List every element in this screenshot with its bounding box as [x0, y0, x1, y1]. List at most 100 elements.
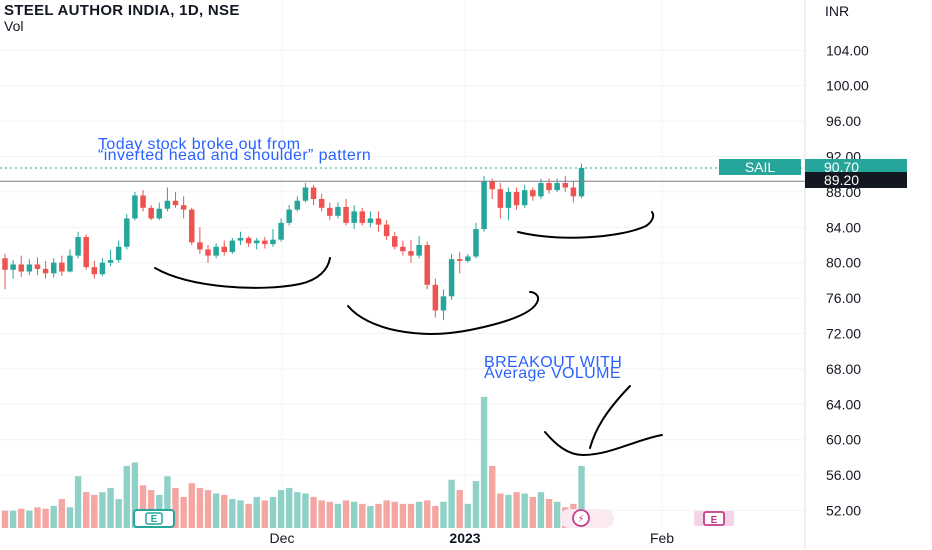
candle-body: [562, 183, 569, 188]
time-tick-label: 2023: [449, 530, 480, 546]
candle-body: [278, 222, 284, 240]
candle-body: [91, 267, 98, 275]
volume-bar: [342, 500, 350, 528]
volume-bar: [578, 465, 585, 528]
volume-bar: [1, 510, 9, 528]
volume-bar: [172, 487, 179, 528]
earnings-upcoming-marker[interactable]: E: [694, 511, 734, 526]
volume-bar: [456, 490, 463, 528]
candle-body: [302, 187, 309, 201]
volume-bar: [513, 492, 520, 528]
candle-body: [10, 264, 16, 270]
price-tick-label: 56.00: [826, 467, 861, 483]
volume-bar: [505, 494, 512, 528]
candle-body: [473, 229, 479, 257]
candle-body: [465, 256, 471, 261]
price-axis[interactable]: 104.00100.0096.0092.0088.0084.0080.0076.…: [826, 42, 869, 518]
volume-bar: [553, 501, 561, 528]
price-tick-label: 76.00: [826, 290, 861, 306]
price-tick-label: 64.00: [826, 396, 861, 412]
candle-body: [213, 246, 219, 256]
candle-body: [245, 237, 252, 244]
pattern-annotation-line2: “inverted head and shoulder” pattern: [98, 147, 372, 164]
volume-bar: [18, 508, 25, 528]
candle-body: [294, 200, 301, 210]
candle-body: [335, 206, 341, 216]
candle-body: [367, 218, 374, 223]
volume-bar: [407, 503, 415, 528]
volume-bar: [359, 503, 366, 528]
volume-arrow-curve: [544, 431, 663, 457]
volume-bar: [480, 396, 488, 528]
candle-body: [530, 190, 536, 197]
candle-body: [83, 237, 89, 268]
volume-bar: [34, 507, 41, 528]
volume-bar: [229, 499, 236, 528]
volume-bar: [302, 493, 309, 528]
volume-bar: [399, 503, 407, 528]
candle-body: [180, 205, 187, 210]
candle-body: [156, 208, 163, 219]
price-tick-label: 96.00: [826, 113, 861, 129]
pattern-annotation-line1: Today stock broke out from: [98, 136, 301, 153]
candle-body: [359, 211, 366, 223]
candle-body: [343, 206, 349, 223]
volume-bar: [115, 499, 122, 528]
volume-bar: [131, 462, 139, 528]
symbol-title[interactable]: STEEL AUTHOR INDIA, 1D, NSE: [4, 2, 240, 19]
volume-bar: [350, 501, 358, 528]
volume-bar: [91, 494, 98, 528]
event-marker-lightning[interactable]: ⚡: [560, 509, 614, 528]
candle-body: [310, 187, 317, 199]
volume-bar: [440, 501, 447, 528]
earnings-marker-label: E: [151, 514, 158, 525]
volume-bar: [497, 493, 504, 528]
candle-body: [164, 200, 171, 209]
candle-body: [432, 284, 439, 311]
candle-body: [521, 190, 528, 206]
candle-body: [67, 255, 73, 272]
candle-body: [229, 240, 236, 253]
time-tick-label: Feb: [650, 530, 674, 546]
volume-bar: [196, 487, 204, 528]
volume-bar: [66, 507, 74, 528]
grid-lines: [0, 0, 805, 530]
time-axis[interactable]: Dec 2023 Feb: [270, 530, 675, 546]
volume-bar: [367, 505, 374, 528]
volume-bar: [74, 476, 82, 528]
volume-bar: [448, 479, 455, 528]
volume-indicator-label[interactable]: Vol: [4, 18, 24, 34]
volume-bar: [326, 501, 333, 528]
volume-bar: [383, 500, 390, 528]
volume-bar: [164, 476, 171, 528]
volume-bar: [269, 496, 277, 528]
volume-bar: [58, 499, 66, 528]
volume-bar: [545, 499, 553, 528]
candle-body: [221, 246, 227, 253]
earnings-marker[interactable]: E: [133, 509, 175, 528]
candle-body: [505, 191, 512, 208]
volume-bar: [415, 501, 423, 528]
volume-bar: [464, 503, 472, 528]
candle-body: [392, 236, 398, 247]
candle-body: [481, 181, 487, 230]
price-tick-label: 52.00: [826, 503, 861, 519]
symbol-price-label[interactable]: SAIL: [719, 159, 801, 175]
volume-bar: [42, 508, 49, 528]
volume-bar: [286, 487, 293, 528]
price-tick-label: 84.00: [826, 219, 861, 235]
volume-bar: [277, 490, 285, 528]
volume-arrow-line: [589, 385, 631, 449]
volume-bar: [83, 492, 90, 528]
currency-label: INR: [825, 3, 850, 19]
candle-body: [400, 246, 406, 252]
volume-bar: [261, 500, 269, 528]
candle-body: [578, 168, 585, 197]
lightning-icon: ⚡: [577, 514, 584, 525]
volume-bar: [26, 510, 33, 528]
candle-body: [570, 187, 577, 197]
candle-body: [318, 198, 325, 208]
volume-bar: [253, 496, 260, 528]
price-tick-label: 68.00: [826, 361, 861, 377]
